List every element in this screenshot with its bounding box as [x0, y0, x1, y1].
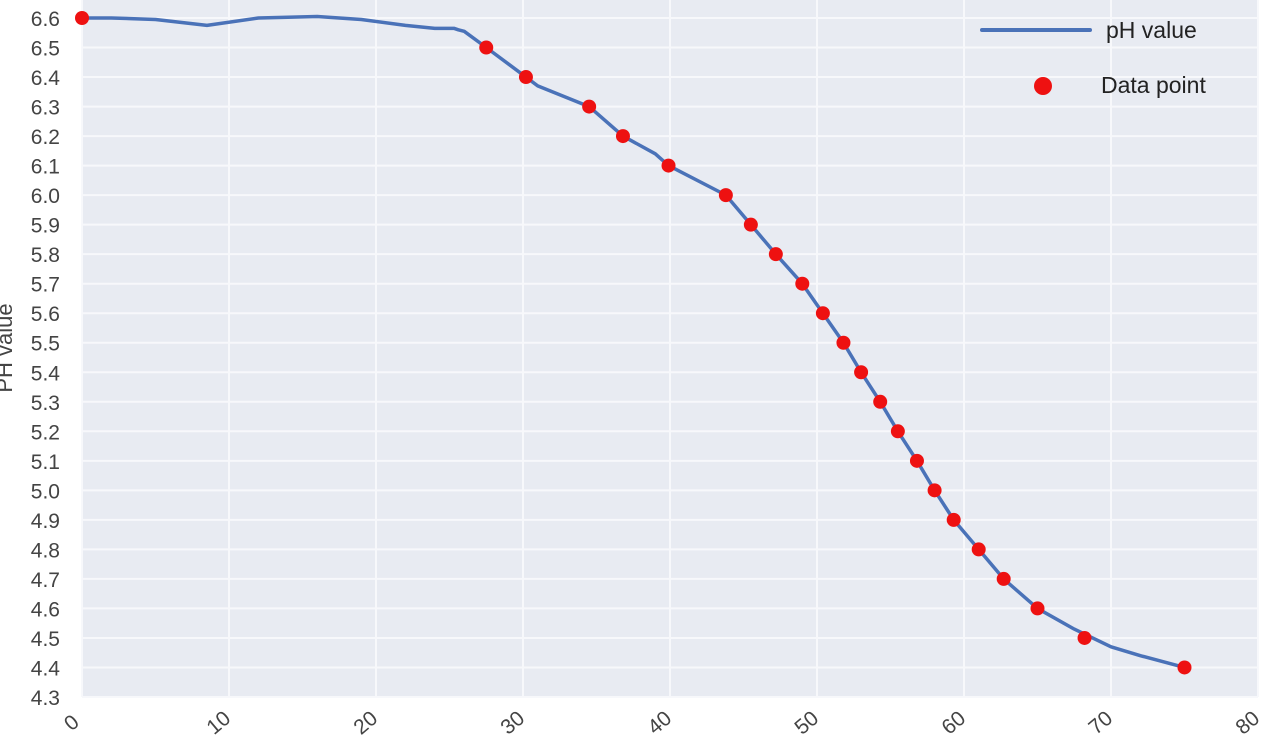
data-point — [927, 483, 942, 498]
y-tick-label: 4.8 — [31, 539, 60, 562]
x-tick-label: 50 — [790, 707, 823, 740]
y-tick-label: 4.4 — [31, 657, 61, 680]
data-point — [1077, 630, 1092, 645]
x-tick-label: 60 — [937, 707, 970, 740]
y-tick-label: 4.5 — [31, 628, 60, 651]
x-tick-label: 10 — [202, 707, 235, 740]
y-tick-label: 5.8 — [31, 244, 60, 267]
y-tick-label: 5.7 — [31, 274, 60, 297]
data-point — [795, 276, 810, 291]
y-axis-label: PH value — [0, 303, 17, 392]
series-layer — [75, 11, 1192, 675]
data-point — [768, 247, 783, 262]
data-point — [75, 11, 89, 25]
x-tick-label: 30 — [496, 707, 529, 740]
data-point — [946, 512, 961, 527]
y-tick-label: 5.6 — [31, 303, 60, 326]
y-tick-label: 4.6 — [31, 598, 60, 621]
y-tick-label: 6.4 — [31, 67, 61, 90]
data-point — [582, 99, 597, 114]
data-point — [1030, 601, 1045, 616]
y-tick-label: 5.1 — [31, 451, 60, 474]
x-tick-label: 80 — [1231, 707, 1264, 740]
y-tick-label: 5.9 — [31, 215, 60, 238]
data-point — [615, 129, 630, 144]
legend: pH value Data point — [980, 17, 1206, 98]
data-point — [815, 306, 830, 321]
x-tick-label: 70 — [1084, 707, 1117, 740]
y-tick-label: 4.7 — [31, 569, 60, 592]
y-tick-label: 5.0 — [31, 480, 60, 503]
y-axis-ticks: 6.6 6.5 6.4 6.3 6.2 6.1 6.0 5.9 5.8 5.7 5.6 5.5 5.4 5… — [31, 8, 61, 710]
data-point — [518, 70, 533, 85]
data-point — [873, 394, 888, 409]
x-axis-ticks: 0 10 20 30 40 50 60 70 80 — [60, 707, 1264, 740]
y-tick-label: 6.1 — [31, 156, 60, 179]
y-tick-label: 6.0 — [31, 185, 60, 208]
legend-label-data-point: Data point — [1101, 72, 1206, 98]
y-tick-label: 6.6 — [31, 8, 60, 31]
y-tick-label: 5.4 — [31, 362, 61, 385]
y-tick-label: 6.2 — [31, 126, 60, 149]
legend-label-ph-value: pH value — [1106, 17, 1197, 43]
data-point — [718, 188, 733, 203]
y-tick-label: 6.3 — [31, 97, 60, 120]
x-tick-label: 20 — [349, 707, 382, 740]
data-point — [854, 365, 869, 380]
y-tick-label: 4.9 — [31, 510, 60, 533]
y-tick-label: 6.5 — [31, 38, 60, 61]
data-point — [971, 542, 986, 557]
legend-dot-swatch — [1034, 77, 1052, 95]
data-point — [836, 335, 851, 350]
data-point — [996, 571, 1011, 586]
data-point — [890, 424, 905, 439]
y-tick-label: 5.2 — [31, 421, 60, 444]
data-point — [1177, 660, 1192, 675]
data-point — [909, 453, 924, 468]
data-point — [661, 158, 676, 173]
y-tick-label: 5.3 — [31, 392, 60, 415]
x-tick-label: 40 — [643, 707, 676, 740]
x-tick-label: 0 — [60, 710, 84, 735]
data-point — [479, 40, 494, 55]
y-tick-label: 4.3 — [31, 687, 60, 710]
grid — [81, 0, 1259, 698]
data-point — [743, 217, 758, 232]
y-tick-label: 5.5 — [31, 333, 60, 356]
